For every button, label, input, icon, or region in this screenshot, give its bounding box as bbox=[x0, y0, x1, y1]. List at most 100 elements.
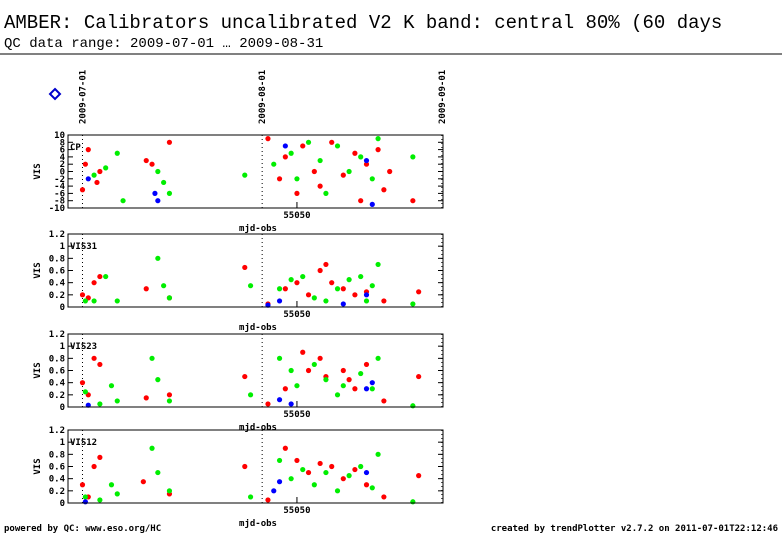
data-point bbox=[108, 383, 115, 389]
data-point bbox=[288, 476, 294, 482]
data-point bbox=[317, 157, 323, 164]
y-tick-label: 0.8 bbox=[49, 450, 65, 460]
data-point bbox=[317, 183, 323, 189]
data-point bbox=[91, 298, 97, 304]
data-point bbox=[143, 157, 149, 164]
data-point bbox=[247, 494, 254, 500]
data-point bbox=[114, 398, 120, 404]
y-tick-label: 4 bbox=[60, 153, 66, 163]
data-point bbox=[363, 161, 370, 167]
data-point bbox=[276, 176, 283, 182]
data-point bbox=[91, 463, 97, 470]
data-point bbox=[94, 179, 100, 186]
data-point bbox=[282, 445, 288, 451]
footer-right: created by trendPlotter v2.7.2 on 2011-0… bbox=[491, 524, 778, 534]
data-point bbox=[346, 277, 352, 283]
data-point bbox=[166, 190, 173, 196]
data-point bbox=[155, 377, 161, 383]
y-tick-label: 0.4 bbox=[49, 379, 66, 389]
data-point bbox=[97, 168, 103, 175]
y-tick-label: 1.2 bbox=[49, 330, 65, 340]
data-point bbox=[155, 198, 161, 204]
y-tick-label: -8 bbox=[54, 197, 65, 207]
data-point bbox=[114, 298, 120, 304]
data-point bbox=[247, 392, 254, 398]
data-point bbox=[381, 187, 387, 193]
data-point bbox=[276, 298, 283, 304]
data-point bbox=[410, 198, 416, 204]
x-axis-label: mjd-obs bbox=[239, 518, 277, 529]
data-point bbox=[323, 298, 329, 304]
data-point bbox=[276, 355, 283, 361]
data-point bbox=[358, 198, 364, 204]
data-point bbox=[143, 286, 149, 292]
y-tick-label: 2 bbox=[60, 160, 65, 170]
data-point bbox=[288, 401, 294, 407]
panel-label: VIS23 bbox=[70, 342, 97, 352]
data-point bbox=[369, 176, 375, 182]
y-axis-label: VIS bbox=[33, 163, 43, 179]
data-point bbox=[276, 457, 283, 464]
plot-frame bbox=[67, 134, 444, 209]
data-point bbox=[410, 301, 416, 307]
date-label: 2009-09-01 bbox=[438, 70, 448, 124]
y-tick-label: 1 bbox=[60, 438, 65, 448]
x-tick-label: 55050 bbox=[283, 410, 310, 420]
data-point bbox=[282, 386, 288, 392]
data-point bbox=[282, 286, 288, 292]
data-point bbox=[410, 499, 416, 505]
data-point bbox=[311, 361, 317, 368]
data-point bbox=[265, 497, 271, 503]
data-point bbox=[294, 457, 300, 464]
y-tick-label: 1 bbox=[60, 342, 65, 352]
y-tick-label: 6 bbox=[60, 146, 65, 156]
data-point bbox=[387, 168, 393, 175]
data-point bbox=[340, 476, 346, 482]
y-tick-label: -2 bbox=[54, 175, 65, 185]
x-tick-label: 55050 bbox=[283, 506, 310, 516]
data-point bbox=[358, 154, 364, 160]
data-point bbox=[166, 398, 173, 404]
data-point bbox=[288, 367, 294, 374]
data-point bbox=[334, 286, 341, 292]
subtitle: QC data range: 2009-07-01 … 2009-08-31 bbox=[4, 36, 323, 52]
data-point bbox=[363, 469, 370, 476]
data-point bbox=[311, 168, 317, 175]
data-point bbox=[161, 283, 167, 289]
data-point bbox=[79, 292, 86, 298]
data-point bbox=[375, 355, 381, 361]
data-point bbox=[91, 280, 97, 286]
y-tick-label: 0.2 bbox=[49, 291, 65, 301]
y-tick-label: 0.6 bbox=[49, 367, 65, 377]
data-point bbox=[375, 451, 381, 457]
y-tick-label: 0.2 bbox=[49, 487, 65, 497]
data-point bbox=[352, 150, 358, 156]
data-point bbox=[149, 161, 155, 167]
data-point bbox=[276, 479, 283, 485]
data-point bbox=[363, 361, 370, 368]
data-point bbox=[381, 298, 387, 304]
data-point bbox=[317, 267, 323, 274]
data-point bbox=[300, 466, 306, 473]
data-point bbox=[82, 494, 88, 500]
date-label: 2009-08-01 bbox=[258, 70, 268, 124]
data-point bbox=[97, 273, 103, 280]
data-point bbox=[265, 302, 271, 308]
data-point bbox=[305, 139, 312, 145]
x-tick-label: 55050 bbox=[283, 310, 310, 320]
data-point bbox=[288, 277, 294, 283]
data-point bbox=[358, 273, 364, 280]
data-point bbox=[120, 198, 126, 204]
y-tick-label: 1 bbox=[60, 242, 65, 252]
data-point bbox=[410, 154, 416, 160]
plot-frame bbox=[67, 333, 444, 408]
data-point bbox=[346, 377, 352, 383]
data-point bbox=[166, 295, 173, 301]
data-point bbox=[317, 460, 323, 467]
data-point bbox=[85, 176, 91, 182]
data-point bbox=[155, 168, 161, 175]
data-point bbox=[305, 367, 312, 374]
data-point bbox=[381, 398, 387, 404]
data-point bbox=[242, 264, 248, 271]
